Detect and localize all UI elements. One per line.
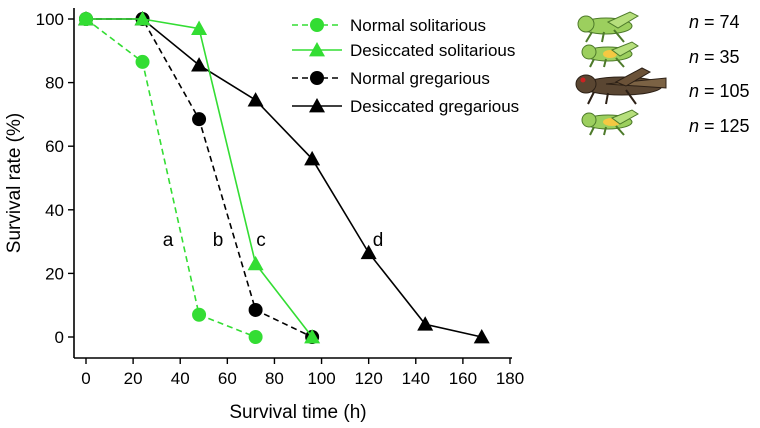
desiccated-green-locust-icon (581, 41, 639, 68)
curve-labels: a cb d (163, 230, 384, 251)
x-tick-label: 40 (171, 369, 190, 388)
n-value: = 125 (699, 116, 750, 136)
data-point (79, 12, 93, 26)
data-point (135, 54, 150, 69)
legend-label: Normal gregarious (350, 69, 490, 88)
n-value: = 105 (699, 81, 750, 101)
series-normal-solitarious (79, 12, 263, 344)
n-symbol: n (689, 81, 699, 101)
legend-item: Normal gregarious (292, 69, 490, 88)
data-point (192, 307, 207, 322)
y-tick-label: 0 (55, 328, 64, 347)
y-tick-label: 100 (36, 10, 64, 29)
curve-label-d: d (373, 230, 384, 251)
legend-item: Desiccated gregarious (292, 97, 519, 116)
x-tick-label: 80 (265, 369, 284, 388)
curve-label-b: b (213, 230, 224, 251)
axes: 0 20 40 60 80 100 0 20 40 60 80 100 120 140 160 180 Surv… (4, 8, 524, 423)
data-point (473, 329, 490, 344)
data-point (192, 112, 207, 127)
x-axis-title: Survival time (h) (229, 402, 366, 423)
legend-marker (310, 71, 324, 85)
series-layer (78, 11, 490, 344)
x-tick-label: 140 (402, 369, 430, 388)
curve-label-c: c (256, 230, 266, 251)
n-label: n = 35 (689, 47, 740, 67)
series-line (86, 18, 482, 338)
data-point (191, 20, 208, 35)
y-tick-label: 20 (45, 264, 64, 283)
legend-label: Desiccated solitarious (350, 41, 515, 60)
legend-label: Desiccated gregarious (350, 97, 519, 116)
legend-marker (310, 18, 324, 32)
data-point (191, 57, 208, 72)
y-axis-title: Survival rate (%) (4, 113, 25, 253)
locust-icons (575, 11, 667, 136)
data-point (417, 316, 434, 331)
n-symbol: n (689, 12, 699, 32)
legend-label: Normal solitarious (350, 16, 486, 35)
x-tick-label: 160 (449, 369, 477, 388)
n-symbol: n (689, 47, 699, 67)
n-value: = 35 (699, 47, 740, 67)
series-line (85, 18, 256, 338)
legend-marker (309, 42, 325, 57)
curve-label-a: a (163, 230, 174, 251)
n-label: n = 74 (689, 12, 740, 32)
desiccated-gregarious-locust-icon (581, 109, 639, 136)
n-value: = 74 (699, 12, 740, 32)
brown-locust-icon (575, 67, 667, 105)
data-point (360, 244, 377, 260)
data-point (248, 330, 263, 344)
y-tick-label: 60 (45, 137, 64, 156)
n-symbol: n (689, 116, 699, 136)
y-tick-label: 80 (45, 74, 64, 93)
green-locust-icon (577, 11, 640, 43)
x-tick-label: 0 (81, 369, 90, 388)
x-tick-label: 120 (354, 369, 382, 388)
y-tick-label: 40 (45, 201, 64, 220)
x-tick-label: 20 (124, 369, 143, 388)
n-label: n = 105 (689, 81, 750, 101)
x-tick-label: 60 (218, 369, 237, 388)
data-point (304, 150, 321, 166)
legend-item: Desiccated solitarious (292, 41, 515, 60)
data-point (247, 92, 264, 107)
data-point (304, 329, 321, 344)
x-tick-label: 100 (307, 369, 335, 388)
x-tick-label: 180 (496, 369, 524, 388)
legend-marker (309, 98, 325, 113)
data-point (248, 302, 263, 317)
legend-item: Normal solitarious (292, 16, 486, 35)
data-point (134, 11, 151, 26)
legend: Normal solitarious Desiccated solitarious… (292, 16, 519, 116)
data-point (247, 255, 264, 271)
n-label: n = 125 (689, 116, 750, 136)
